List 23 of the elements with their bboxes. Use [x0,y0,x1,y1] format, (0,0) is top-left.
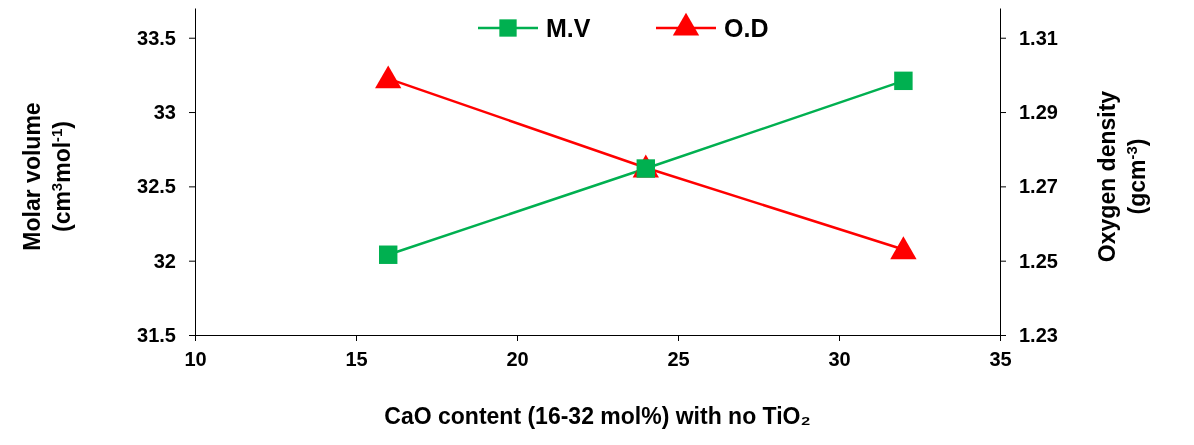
y2-tick-label: 1.31 [1019,26,1058,49]
point [894,71,913,91]
x-tick-label: 35 [989,348,1012,370]
x-axis-title: CaO content (16-32 mol%) with no TiO₂ [384,403,811,429]
y-tick-label: 33 [153,100,176,123]
legend-label: O.D [724,14,769,42]
point [375,65,402,89]
point [890,236,917,260]
y-tick-label: 32 [153,249,176,272]
y-tick-label: 33.5 [137,26,176,49]
y2-tick-label: 1.25 [1019,249,1058,272]
point [378,245,398,264]
x-tick-label: 10 [184,348,207,370]
x-tick-label: 30 [828,348,851,370]
x-tick-label: 15 [345,348,368,370]
y2-tick-label: 1.27 [1019,175,1058,198]
y-tick-label: 32.5 [137,175,176,198]
y2-tick-label: 1.29 [1019,100,1058,123]
x-tick-label: 25 [667,348,690,370]
x-tick-label: 20 [506,348,529,370]
y-tick-label: 31.5 [137,323,176,346]
y2-tick-label: 1.23 [1019,323,1058,346]
legend-label: M.V [546,14,591,42]
